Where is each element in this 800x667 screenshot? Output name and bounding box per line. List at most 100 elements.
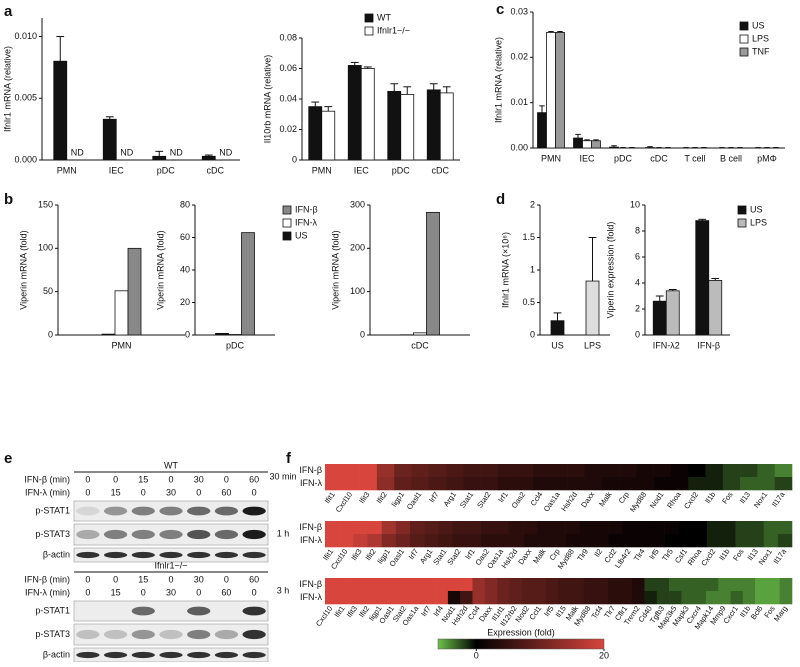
bar (592, 141, 601, 148)
heat-cell (608, 534, 622, 547)
x-tick-label: PMN (57, 165, 77, 175)
column-label: Il17a (771, 546, 788, 565)
annotation: ND (170, 147, 183, 157)
bar (361, 69, 374, 161)
row-label: IFN-β (299, 522, 322, 532)
heat-cell (780, 578, 793, 591)
error-bar (539, 106, 544, 113)
blot-band (132, 652, 155, 658)
column-label: Nox1 (757, 547, 774, 567)
blot-band (76, 530, 99, 539)
x-tick-label: PMN (312, 165, 332, 175)
heat-cell (654, 464, 672, 477)
column-label: Stat2 (475, 490, 492, 510)
column-label: Malk (597, 490, 614, 508)
heat-cell (423, 591, 436, 604)
heat-cell (707, 521, 721, 534)
panel-letter: e (4, 450, 12, 467)
lane-value: 0 (113, 474, 118, 484)
blot-band (187, 652, 210, 658)
heat-cell (645, 591, 658, 604)
lane-value: 15 (111, 487, 121, 497)
legend-swatch (283, 219, 291, 227)
heat-cell (446, 477, 464, 490)
heat-cell (567, 477, 585, 490)
column-label: Irf7 (419, 604, 433, 618)
y-tick-label: 0.02 (279, 124, 297, 134)
bar (709, 280, 722, 335)
error-bar (443, 87, 451, 93)
row-label: IFN-β (299, 579, 322, 589)
heat-cell (584, 477, 602, 490)
blot-band (104, 652, 127, 658)
lane-value: 60 (221, 587, 231, 597)
legend-label: IFN-λ (295, 217, 317, 227)
heat-cell (353, 521, 367, 534)
bar (54, 61, 67, 160)
blot-band (243, 552, 266, 558)
heat-cell (497, 578, 510, 591)
legend-swatch (740, 35, 748, 43)
heat-cell (396, 521, 410, 534)
heat-cell (424, 534, 438, 547)
heat-cell (723, 477, 741, 490)
lane-value: 0 (252, 487, 257, 497)
y-tick-label: 0.08 (279, 32, 297, 42)
heat-cell (767, 578, 780, 591)
column-label: Ltb4r2 (613, 547, 633, 570)
blot-band (132, 530, 155, 539)
heat-cell (665, 534, 679, 547)
column-label: Oasl1 (387, 547, 406, 568)
heat-cell (566, 521, 580, 534)
column-label: Daxx (516, 547, 533, 566)
legend-swatch (738, 219, 746, 227)
x-tick-label: pMΦ (757, 153, 777, 163)
y-tick-label: 0.03 (510, 6, 528, 16)
bar (401, 94, 414, 160)
heat-cell (386, 578, 399, 591)
heat-cell (353, 534, 367, 547)
x-tick-label: IEC (354, 165, 370, 175)
colorbar-tick-label: 0 (474, 650, 479, 660)
heat-cell (650, 521, 664, 534)
heat-cell (721, 521, 735, 534)
y-tick-label: 0 (292, 154, 297, 164)
x-tick-label: B cell (720, 153, 742, 163)
lane-value: 0 (85, 587, 90, 597)
legend-label: US (752, 20, 765, 30)
heat-cell (657, 591, 670, 604)
bar (103, 119, 116, 160)
heat-cell (693, 521, 707, 534)
x-tick-label: IFN-β (697, 340, 720, 350)
column-label: Ifit3 (345, 604, 359, 619)
column-label: Hsh2d (559, 490, 579, 513)
error-bar (56, 37, 64, 62)
y-tick-label: 100 (38, 243, 53, 253)
heat-cell (360, 477, 378, 490)
heat-cell (382, 534, 396, 547)
heat-cell (594, 521, 608, 534)
y-tick-label: 150 (38, 199, 53, 209)
heat-cell (452, 521, 466, 534)
row-label: IFN-β (299, 465, 322, 475)
x-tick-label: IEC (579, 153, 595, 163)
bar (551, 321, 564, 335)
blot-band (187, 607, 210, 616)
heat-cell (559, 578, 572, 591)
colorbar-tick-label: 20 (599, 650, 609, 660)
blot-band (243, 607, 266, 616)
heat-cell (740, 464, 758, 477)
blot-band (187, 552, 210, 558)
blot-band (159, 652, 182, 658)
blot-band (76, 552, 99, 558)
bar (427, 212, 440, 335)
heat-cell (452, 534, 466, 547)
heat-cell (594, 534, 608, 547)
bar (583, 141, 592, 148)
y-tick-label: 0 (360, 329, 365, 339)
heat-cell (654, 477, 672, 490)
heat-cell (325, 591, 338, 604)
blot-band (76, 507, 99, 516)
heat-cell (534, 578, 547, 591)
